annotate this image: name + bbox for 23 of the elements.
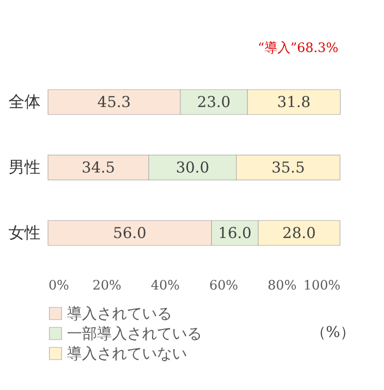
data-label: 28.0 bbox=[282, 224, 316, 242]
data-label: 30.0 bbox=[176, 158, 210, 176]
legend-label: 導入されていない bbox=[67, 344, 187, 362]
legend-label: 導入されている bbox=[67, 304, 172, 322]
text: “導入”68.3% bbox=[258, 41, 338, 56]
data-label: 34.5 bbox=[82, 158, 116, 176]
x-tick-label: 40% bbox=[150, 278, 180, 294]
y-tick-label: 女性 bbox=[8, 222, 40, 242]
x-tick-label: 60% bbox=[209, 278, 238, 294]
x-tick-label: 100% bbox=[303, 278, 340, 294]
data-label: 16.0 bbox=[218, 224, 252, 242]
data-label: 31.8 bbox=[277, 93, 311, 112]
legend-label: 一部導入されている bbox=[67, 324, 202, 342]
data-label: 56.0 bbox=[113, 224, 146, 242]
data-label: 23.0 bbox=[197, 93, 231, 112]
data-label: 45.3 bbox=[97, 93, 131, 112]
x-tick-label: 0% bbox=[48, 278, 70, 294]
y-tick-label: 男性 bbox=[8, 158, 40, 176]
text: （%） bbox=[310, 323, 356, 341]
x-tick-label: 80% bbox=[268, 278, 297, 294]
x-tick-label: 20% bbox=[92, 278, 122, 294]
y-tick-label: 全体 bbox=[8, 92, 40, 112]
data-label: 35.5 bbox=[271, 158, 305, 176]
